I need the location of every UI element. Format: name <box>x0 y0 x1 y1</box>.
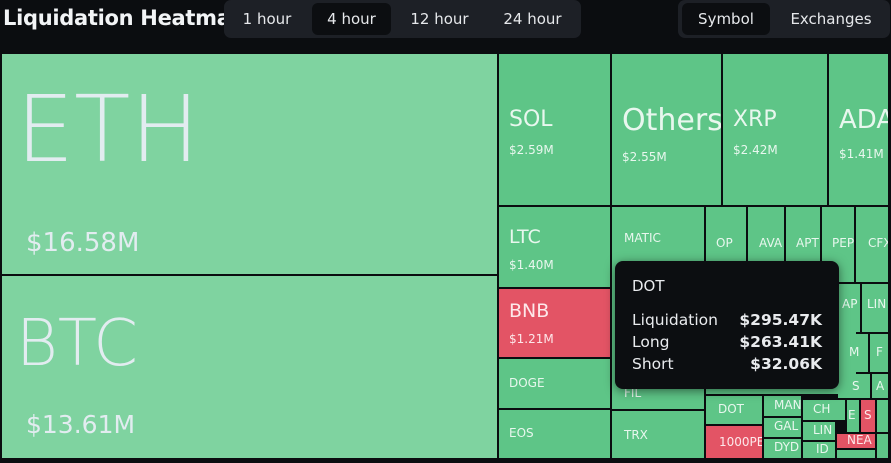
cell-name: 1000PE <box>719 435 762 449</box>
cell-name: BNB <box>509 300 550 322</box>
cell-dyd[interactable]: DYD <box>764 439 801 458</box>
tooltip-row-long: Long $263.41K <box>632 333 822 351</box>
cell-name: EOS <box>509 426 534 440</box>
cell-xrp[interactable]: XRP $2.42M <box>723 54 827 205</box>
cell-name: F <box>876 345 883 359</box>
cell-a[interactable]: A <box>872 374 888 398</box>
cell-name: OP <box>716 236 733 250</box>
view-selector: Symbol Exchanges <box>678 0 890 38</box>
cell-value: $2.59M <box>509 143 554 157</box>
cell-name: APT <box>796 236 819 250</box>
cell-trx[interactable]: TRX <box>612 411 704 458</box>
cell-name: MAN <box>774 398 801 412</box>
cell-name: TRX <box>624 428 648 442</box>
cell-value: $2.42M <box>733 143 778 157</box>
cell-lin-2[interactable]: LIN <box>803 422 835 440</box>
cell-btc[interactable]: BTC $13.61M <box>2 276 497 458</box>
cell-name: Others <box>622 103 721 138</box>
cell-sol[interactable]: SOL $2.59M <box>499 54 610 205</box>
cell-name: XRP <box>733 107 777 132</box>
cell-name: DOT <box>718 402 745 416</box>
cell-name: AP <box>842 297 858 311</box>
cell-name: BTC <box>16 307 138 381</box>
cell-ada[interactable]: ADA $1.41M <box>829 54 888 205</box>
cell-value: $1.40M <box>509 258 554 272</box>
cell-tiny-1[interactable] <box>877 400 888 432</box>
cell-name: M <box>849 345 860 359</box>
cell-name: GAL <box>774 419 799 433</box>
top-bar: Liquidation Heatmap 1 hour 4 hour 12 hou… <box>0 0 891 44</box>
cell-name: ETH <box>16 76 200 183</box>
cell-name: NEA <box>847 434 872 447</box>
cell-value: $16.58M <box>26 228 140 258</box>
cell-lin[interactable]: LIN <box>862 284 888 332</box>
tab-4-hour[interactable]: 4 hour <box>312 3 391 35</box>
cell-name: DYD <box>774 440 800 454</box>
tab-1-hour[interactable]: 1 hour <box>242 10 292 28</box>
cell-s[interactable]: S <box>838 374 870 398</box>
cell-name: DOGE <box>509 376 545 390</box>
tooltip-value: $295.47K <box>739 311 822 329</box>
cell-name: PEP <box>832 236 854 250</box>
cell-name: CH <box>813 402 831 416</box>
cell-name: SOL <box>509 107 553 132</box>
cell-value: $2.55M <box>622 150 667 164</box>
tooltip-row-short: Short $32.06K <box>632 355 822 373</box>
cell-tiny-3[interactable] <box>877 434 888 458</box>
cell-doge[interactable]: DOGE <box>499 359 610 408</box>
cell-name: LIN <box>867 297 887 311</box>
cell-bnb[interactable]: BNB $1.21M <box>499 289 610 357</box>
cell-value: $1.21M <box>509 332 554 346</box>
cell-name: ADA <box>839 105 888 135</box>
tooltip-title: DOT <box>632 277 665 295</box>
timeframe-selector: 1 hour 4 hour 12 hour 24 hour <box>224 0 581 38</box>
cell-name: A <box>876 379 885 393</box>
tooltip-label: Short <box>632 355 674 373</box>
cell-name: FIL <box>624 386 642 400</box>
cell-name: S <box>852 379 860 393</box>
cell-s-2[interactable]: S <box>861 400 875 432</box>
cell-name: CFX <box>868 236 888 250</box>
cell-ap[interactable]: AP <box>838 284 860 332</box>
cell-ch[interactable]: CH <box>803 400 845 420</box>
tooltip-value: $263.41K <box>739 333 822 351</box>
tooltip-label: Long <box>632 333 670 351</box>
cell-name: MATIC <box>624 231 661 245</box>
tab-exchanges[interactable]: Exchanges <box>790 10 872 28</box>
tab-12-hour[interactable]: 12 hour <box>410 10 469 28</box>
liquidation-heatmap: ETH $16.58M BTC $13.61M SOL $2.59M Other… <box>2 54 888 458</box>
tooltip-label: Liquidation <box>632 311 718 329</box>
tab-symbol[interactable]: Symbol <box>682 3 770 35</box>
cell-eth[interactable]: ETH $16.58M <box>2 54 497 274</box>
cell-m[interactable]: M <box>838 334 868 372</box>
tooltip-row-liquidation: Liquidation $295.47K <box>632 311 822 329</box>
cell-cfx[interactable]: CFX <box>856 207 888 282</box>
cell-value: $13.61M <box>26 410 136 439</box>
page-title: Liquidation Heatmap <box>3 6 246 30</box>
cell-f[interactable]: F <box>870 334 888 372</box>
cell-name: LTC <box>509 226 541 248</box>
cell-1000pe[interactable]: 1000PE <box>706 426 762 458</box>
cell-value: $1.41M <box>839 147 884 161</box>
cell-id[interactable]: ID <box>803 442 835 458</box>
cell-name: S <box>864 408 872 422</box>
cell-ltc[interactable]: LTC $1.40M <box>499 207 610 287</box>
cell-tiny-2[interactable] <box>837 450 875 458</box>
cell-others[interactable]: Others $2.55M <box>612 54 721 205</box>
cell-dot[interactable]: DOT <box>706 396 762 424</box>
cell-man[interactable]: MAN <box>764 396 801 416</box>
cell-name: AVA <box>759 236 783 250</box>
cell-name: ID <box>816 442 829 456</box>
cell-nea[interactable]: NEA <box>837 434 875 448</box>
cell-name: LIN <box>813 423 833 437</box>
tooltip-value: $32.06K <box>750 355 822 373</box>
cell-eos[interactable]: EOS <box>499 410 610 458</box>
cell-name: E <box>848 408 856 422</box>
tooltip-dot: DOT Liquidation $295.47K Long $263.41K S… <box>615 261 839 389</box>
cell-gal[interactable]: GAL <box>764 418 801 437</box>
tab-24-hour[interactable]: 24 hour <box>503 10 562 28</box>
cell-e[interactable]: E <box>847 400 859 432</box>
